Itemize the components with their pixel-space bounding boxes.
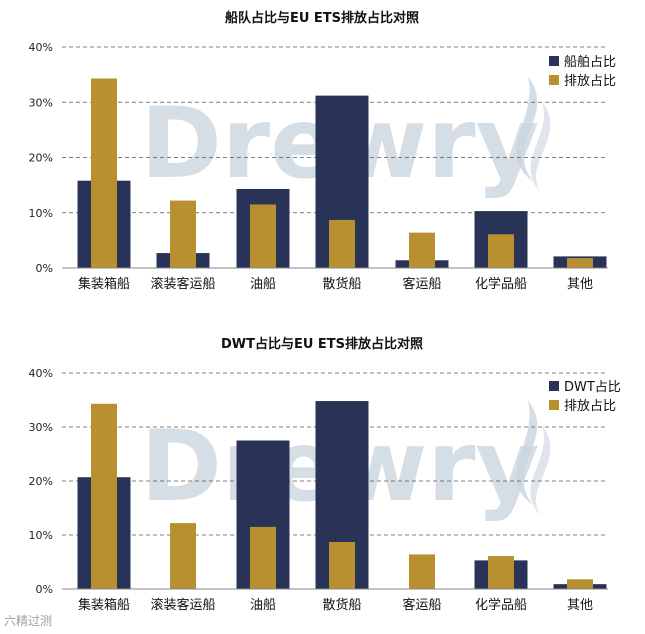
bar-emissions [329,219,355,268]
y-tick-label: 20% [29,475,53,488]
bar-emissions [250,526,276,589]
y-tick-label: 0% [36,583,53,596]
y-tick-label: 40% [29,41,53,54]
bar-emissions [567,579,593,589]
legend-label: DWT占比 [564,380,621,395]
x-category-label: 油船 [250,598,276,613]
x-category-label: 客运船 [402,276,441,292]
y-tick-label: 20% [29,152,53,165]
y-tick-label: 30% [29,421,53,434]
chart-title: DWT占比与EU ETS排放占比对照 [221,336,423,352]
x-category-label: 化学品船 [475,597,527,613]
legend-label: 船舶占比 [564,54,616,70]
y-tick-label: 40% [29,367,53,380]
bar-emissions [170,523,196,589]
legend-swatch [549,56,559,66]
swoosh-icon [530,101,551,192]
legend-swatch [549,75,559,85]
chart-panel-2: DWT占比与EU ETS排放占比对照Drewry0%10%20%30%40%集装… [29,336,621,613]
swoosh-icon [530,425,551,516]
bar-emissions [91,78,117,269]
bar-emissions [488,556,514,589]
x-category-label: 滚装客运船 [150,597,215,613]
bar-emissions [329,542,355,589]
footer-watermark: 六精过测 [4,614,53,628]
y-tick-label: 30% [29,96,53,109]
y-tick-label: 0% [36,262,53,275]
bar-emissions [170,200,196,268]
bar-emissions [488,234,514,268]
chart-title: 船队占比与EU ETS排放占比对照 [225,10,419,26]
x-category-label: 油船 [250,277,276,292]
x-category-label: 化学品船 [475,276,527,292]
legend-label: 排放占比 [564,74,616,89]
x-category-label: 集装箱船 [78,276,130,292]
x-category-label: 集装箱船 [78,597,130,613]
bar-emissions [91,403,117,589]
bar-emissions [250,204,276,268]
bar-emissions [567,258,593,268]
legend-label: 排放占比 [564,399,616,414]
x-category-label: 其他 [567,277,593,292]
y-tick-label: 10% [29,529,53,542]
y-tick-label: 10% [29,207,53,220]
legend-swatch [549,381,559,391]
swoosh-icon [516,76,538,182]
chart-panel-1: 船队占比与EU ETS排放占比对照Drewry0%10%20%30%40%集装箱… [29,10,616,292]
bar-emissions [409,554,435,589]
x-category-label: 客运船 [402,597,441,613]
x-category-label: 其他 [567,598,593,613]
x-category-label: 散货船 [322,597,361,613]
x-category-label: 滚装客运船 [150,276,215,292]
legend-swatch [549,400,559,410]
swoosh-icon [516,400,538,506]
bar-emissions [409,232,435,268]
x-category-label: 散货船 [322,276,361,292]
